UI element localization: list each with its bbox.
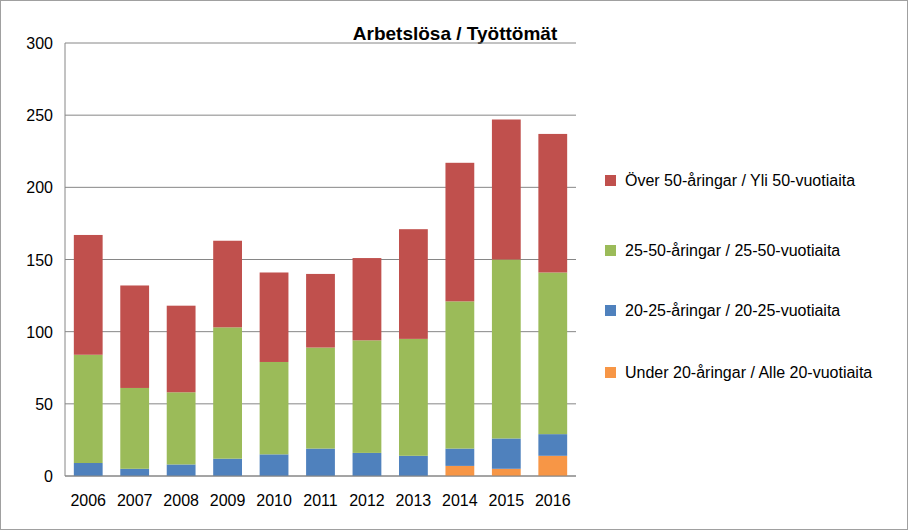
bar-segment bbox=[492, 469, 521, 476]
y-tick-label: 300 bbox=[26, 35, 53, 52]
x-tick-label: 2009 bbox=[210, 492, 246, 509]
chart-svg: Arbetslösa / Työttömät 0 50 100 150 200 250 300… bbox=[0, 0, 908, 530]
bar-segment bbox=[213, 459, 242, 476]
bar-segment bbox=[306, 348, 335, 449]
y-tick-label: 150 bbox=[26, 252, 53, 269]
x-tick-label: 2013 bbox=[396, 492, 432, 509]
y-tick-label: 50 bbox=[35, 396, 53, 413]
bar-segment bbox=[306, 274, 335, 348]
legend-swatch bbox=[605, 175, 616, 186]
x-tick-label: 2014 bbox=[442, 492, 478, 509]
bar-segment bbox=[492, 260, 521, 439]
bar-segment bbox=[120, 469, 149, 476]
bar-segment bbox=[306, 449, 335, 476]
bar-segment bbox=[120, 285, 149, 387]
legend-swatch bbox=[605, 367, 616, 378]
bar-segment bbox=[445, 466, 474, 476]
bar-segment bbox=[167, 464, 196, 476]
bar-segment bbox=[399, 229, 428, 339]
bar-segment bbox=[538, 434, 567, 456]
bars bbox=[74, 119, 567, 476]
grid-line bbox=[65, 43, 576, 44]
bar-segment bbox=[260, 362, 289, 454]
bar-segment bbox=[74, 355, 103, 463]
bar-segment bbox=[353, 453, 382, 476]
x-tick-label: 2012 bbox=[349, 492, 385, 509]
bar-segment bbox=[213, 327, 242, 458]
bar-segment bbox=[167, 392, 196, 464]
x-axis bbox=[65, 476, 576, 477]
legend-item: Under 20-åringar / Alle 20-vuotiaita bbox=[605, 362, 900, 384]
bar-segment bbox=[538, 272, 567, 434]
bar-segment bbox=[492, 119, 521, 259]
bar-segment bbox=[399, 339, 428, 456]
legend-label: Över 50-åringar / Yli 50-vuotiaita bbox=[625, 172, 855, 189]
y-axis bbox=[65, 43, 66, 476]
legend-item: Över 50-åringar / Yli 50-vuotiaita bbox=[605, 170, 900, 192]
y-tick-label: 200 bbox=[26, 179, 53, 196]
y-tick-label: 100 bbox=[26, 324, 53, 341]
bar-segment bbox=[213, 241, 242, 328]
bar-segment bbox=[538, 134, 567, 273]
bar-segment bbox=[260, 454, 289, 476]
chart-border bbox=[1, 1, 908, 530]
x-tick-label: 2010 bbox=[256, 492, 292, 509]
x-tick-label: 2008 bbox=[163, 492, 199, 509]
x-tick-label: 2015 bbox=[489, 492, 525, 509]
grid-line bbox=[65, 476, 576, 477]
y-tick-label: 250 bbox=[26, 107, 53, 124]
legend-swatch bbox=[605, 245, 616, 256]
grid-line bbox=[65, 115, 576, 116]
bar-segment bbox=[353, 340, 382, 453]
bar-segment bbox=[445, 449, 474, 466]
x-tick-label: 2011 bbox=[303, 492, 338, 509]
bar-segment bbox=[260, 272, 289, 361]
bar-segment bbox=[353, 258, 382, 340]
bar-segment bbox=[74, 235, 103, 355]
x-tick-label: 2016 bbox=[535, 492, 571, 509]
legend-label: Under 20-åringar / Alle 20-vuotiaita bbox=[625, 364, 872, 381]
title: Arbetslösa / Työttömät bbox=[353, 23, 558, 44]
legend-item: 20-25-åringar / 20-25-vuotiaita bbox=[605, 300, 900, 322]
bar-segment bbox=[492, 438, 521, 468]
bar-segment bbox=[399, 456, 428, 476]
x-tick-label: 2007 bbox=[117, 492, 153, 509]
chart-container: Arbetslösa / Työttömät 0 50 100 150 200 250 300… bbox=[0, 0, 908, 530]
x-tick-label: 2006 bbox=[70, 492, 106, 509]
legend-swatch bbox=[605, 305, 616, 316]
bar-segment bbox=[167, 306, 196, 393]
bar-segment bbox=[538, 456, 567, 476]
bar-segment bbox=[445, 301, 474, 448]
bar-segment bbox=[120, 388, 149, 469]
legend-label: 20-25-åringar / 20-25-vuotiaita bbox=[625, 302, 840, 319]
legend-item: 25-50-åringar / 25-50-vuotiaita bbox=[605, 240, 900, 262]
legend-label: 25-50-åringar / 25-50-vuotiaita bbox=[625, 242, 840, 259]
y-tick-label: 0 bbox=[44, 468, 53, 485]
bar-segment bbox=[74, 463, 103, 476]
bar-segment bbox=[445, 163, 474, 302]
